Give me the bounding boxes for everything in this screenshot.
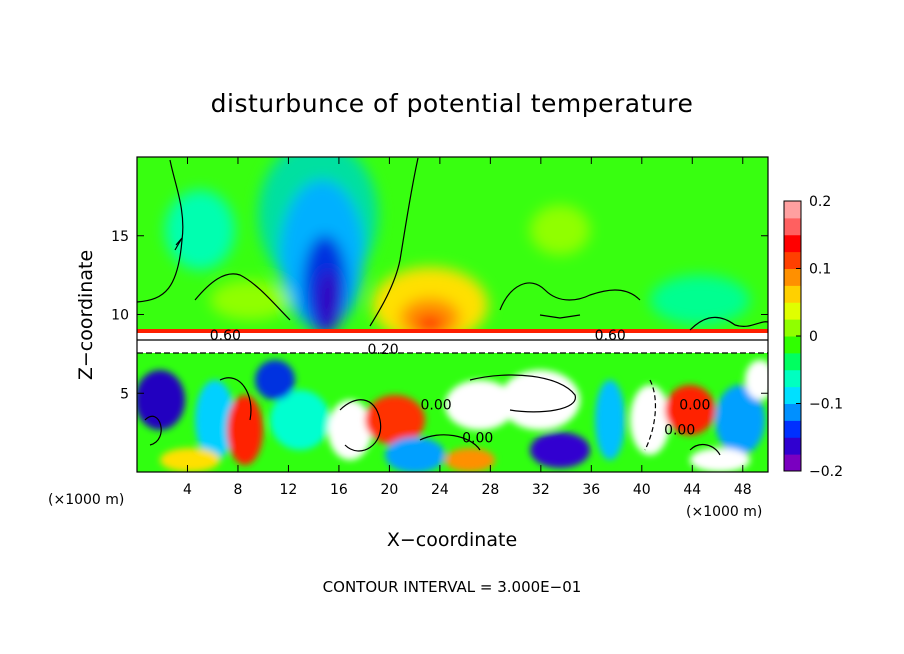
colorbar-tick-label: 0.1: [809, 262, 831, 278]
contour-label: 0.60: [210, 328, 241, 344]
colorbar: 0.2 0.1 0 −0.1 −0.2: [783, 194, 843, 480]
colorbar-swatch: [784, 386, 801, 404]
x-unit-right: (×1000 m): [686, 504, 762, 520]
x-tick-label: 4: [183, 482, 192, 498]
y-tick-label: 10: [111, 308, 129, 324]
colorbar-swatch: [784, 336, 801, 354]
colorbar-swatch: [784, 319, 801, 337]
colorbar-swatch: [784, 234, 801, 253]
colorbar-swatch: [784, 403, 801, 421]
colorbar-swatch: [784, 217, 801, 236]
contour-label: 0.20: [368, 342, 399, 358]
colorbar-swatch: [784, 285, 801, 303]
colorbar-swatch: [784, 420, 801, 438]
chart-title: disturbunce of potential temperature: [211, 89, 694, 118]
x-tick-label: 24: [431, 482, 449, 498]
colorbar-tick-label: −0.2: [809, 464, 843, 480]
contour-labels: 0.60 0.60 0.20 0.00 0.00 0.00 0.00: [210, 328, 711, 446]
contour-label: 0.00: [679, 397, 710, 413]
colorbar-swatch: [784, 201, 801, 219]
x-tick-label: 36: [582, 482, 600, 498]
contour-label: 0.00: [462, 430, 493, 446]
x-tick-label: 44: [683, 482, 701, 498]
y-tick-label: 15: [111, 229, 129, 245]
contour-label: 0.00: [664, 422, 695, 438]
colorbar-swatch: [784, 437, 801, 455]
x-tick-label: 12: [280, 482, 298, 498]
colorbar-tick-label: 0: [809, 329, 818, 345]
colorbar-tick-label: −0.1: [809, 397, 843, 413]
x-tick-label: 28: [481, 482, 499, 498]
colorbar-swatch: [784, 268, 801, 286]
colorbar-swatch: [784, 251, 801, 269]
x-tick-label: 48: [734, 482, 752, 498]
x-tick-label: 8: [233, 482, 242, 498]
colorbar-swatch: [784, 369, 801, 388]
x-tick-label: 20: [380, 482, 398, 498]
x-unit-left: (×1000 m): [48, 492, 124, 508]
contour-interval-note: CONTOUR INTERVAL = 3.000E−01: [323, 578, 582, 596]
colorbar-swatch: [784, 302, 801, 320]
heatmap-field: [137, 157, 768, 472]
x-axis-label: X−coordinate: [387, 529, 517, 551]
contour-label: 0.60: [595, 328, 626, 344]
x-tick-label: 32: [532, 482, 550, 498]
y-tick-label: 5: [120, 386, 129, 402]
x-tick-label: 16: [330, 482, 348, 498]
y-axis-label: Z−coordinate: [75, 250, 97, 380]
colorbar-swatch: [784, 454, 801, 472]
contour-label: 0.00: [421, 397, 452, 413]
x-tick-label: 40: [633, 482, 651, 498]
colorbar-swatch: [784, 352, 801, 371]
colorbar-tick-label: 0.2: [809, 194, 831, 210]
